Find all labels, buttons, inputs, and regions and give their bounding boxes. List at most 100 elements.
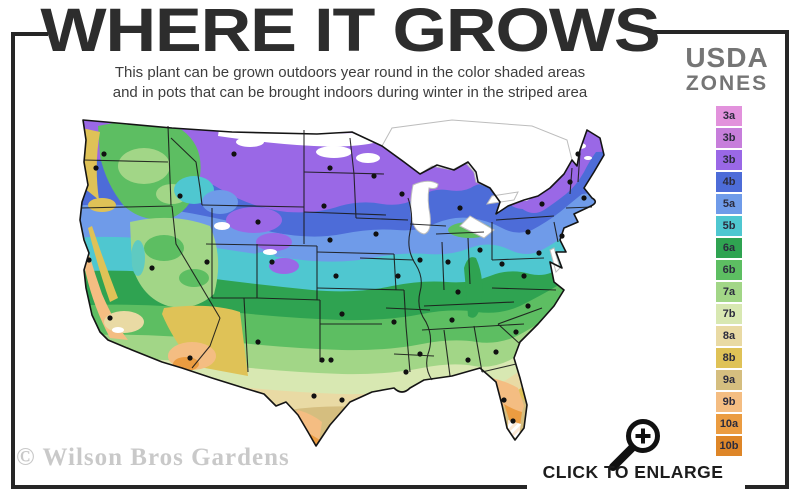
legend-title-usda: USDA xyxy=(685,42,769,73)
legend-zone-swatch: 5a xyxy=(716,194,742,214)
frame-right-line xyxy=(785,30,789,489)
legend-zone-swatch: 6b xyxy=(716,260,742,280)
city-dot xyxy=(107,315,113,321)
city-dot xyxy=(521,273,527,279)
city-dot xyxy=(403,369,409,375)
legend-zone-label: 6b xyxy=(722,264,736,276)
city-dot xyxy=(493,349,499,355)
city-dot xyxy=(328,357,334,363)
city-dot xyxy=(101,151,107,157)
city-dot xyxy=(455,289,461,295)
city-dot xyxy=(399,191,405,197)
city-dot xyxy=(417,351,423,357)
city-dot xyxy=(536,250,542,256)
city-dot xyxy=(327,165,333,171)
frame-top-right-dash xyxy=(653,30,789,34)
state-borders xyxy=(80,125,593,381)
click-to-enlarge-label[interactable]: CLICK TO ENLARGE xyxy=(542,462,724,482)
frame-bottom-left-line xyxy=(11,485,527,489)
city-dot xyxy=(333,273,339,279)
city-dot xyxy=(417,257,423,263)
city-dot xyxy=(187,355,193,361)
legend-zone-swatch: 9a xyxy=(716,370,742,390)
subtitle-line-1: This plant can be grown outdoors year ro… xyxy=(114,64,586,81)
legend-zone-label: 7b xyxy=(722,308,736,320)
city-dot xyxy=(465,357,471,363)
legend-zone-swatch: 8b xyxy=(716,348,742,368)
legend-zone-label: 9a xyxy=(722,374,736,386)
city-dots xyxy=(86,151,587,424)
city-dot xyxy=(575,151,581,157)
city-dot xyxy=(525,229,531,235)
legend-zone-swatch: 3b xyxy=(716,150,742,170)
legend-zone-label: 6a xyxy=(722,242,736,254)
legend-zone-swatch: 10b xyxy=(716,436,742,456)
legend-zone-label: 10b xyxy=(719,440,739,452)
legend-zone-label: 8a xyxy=(722,330,736,342)
legend-zone-label: 4b xyxy=(722,176,736,188)
usda-zone-map[interactable] xyxy=(72,110,664,468)
city-dot xyxy=(177,193,183,199)
city-dot xyxy=(255,219,261,225)
city-dot xyxy=(311,393,317,399)
city-dot xyxy=(457,205,463,211)
legend-zone-list: 3a 3b 3b 4b 5a 5b 6a 6b 7a 7b 8a 8b 9a 9b 10a 10b xyxy=(716,106,742,458)
frame-top-left-dash xyxy=(11,32,48,36)
legend-zone-label: 3b xyxy=(722,132,736,144)
city-dot xyxy=(513,329,519,335)
city-dot xyxy=(581,195,587,201)
city-dot xyxy=(204,259,210,265)
city-dot xyxy=(501,397,507,403)
us-outline xyxy=(79,119,605,447)
city-dot xyxy=(525,303,531,309)
legend-zone-swatch: 3b xyxy=(716,128,742,148)
legend-zone-swatch: 7a xyxy=(716,282,742,302)
city-dot xyxy=(269,259,275,265)
page-title: WHERE IT GROWS xyxy=(40,0,660,64)
city-dot xyxy=(339,311,345,317)
city-dot xyxy=(499,261,505,267)
legend-zone-swatch: 5b xyxy=(716,216,742,236)
city-dot xyxy=(391,319,397,325)
city-dot xyxy=(86,257,92,263)
city-dot xyxy=(449,317,455,323)
city-dot xyxy=(149,265,155,271)
city-dot xyxy=(319,357,325,363)
city-dot xyxy=(559,233,565,239)
watermark: © Wilson Bros Gardens xyxy=(16,444,290,471)
city-dot xyxy=(373,231,379,237)
city-dot xyxy=(539,201,545,207)
legend-zone-label: 8b xyxy=(722,352,736,364)
city-dot xyxy=(231,151,237,157)
city-dot xyxy=(445,259,451,265)
city-dot xyxy=(371,173,377,179)
legend-zone-swatch: 3a xyxy=(716,106,742,126)
legend-zone-swatch: 4b xyxy=(716,172,742,192)
legend-zone-label: 5a xyxy=(722,198,736,210)
legend-zone-label: 7a xyxy=(722,286,736,298)
city-dot xyxy=(510,418,516,424)
usda-zones-legend: USDA ZONES xyxy=(668,44,786,96)
frame-left-line xyxy=(11,32,15,489)
city-dot xyxy=(339,397,345,403)
subtitle-line-2: and in pots that can be brought indoors … xyxy=(112,84,588,101)
city-dot xyxy=(477,247,483,253)
legend-zone-swatch: 10a xyxy=(716,414,742,434)
frame-bottom-right-dash xyxy=(745,485,789,489)
city-dot xyxy=(395,273,401,279)
magnifier-plus-icon[interactable] xyxy=(600,410,662,474)
legend-zone-swatch: 9b xyxy=(716,392,742,412)
legend-zone-swatch: 8a xyxy=(716,326,742,346)
city-dot xyxy=(255,339,261,345)
legend-zone-label: 3b xyxy=(722,154,736,166)
legend-title-zones: ZONES xyxy=(685,72,769,95)
city-dot xyxy=(321,203,327,209)
legend-zone-swatch: 6a xyxy=(716,238,742,258)
legend-zone-label: 10a xyxy=(719,418,739,430)
city-dot xyxy=(567,179,573,185)
city-dot xyxy=(93,165,99,171)
legend-zone-label: 9b xyxy=(722,396,736,408)
legend-zone-label: 3a xyxy=(722,110,736,122)
legend-zone-label: 5b xyxy=(722,220,736,232)
